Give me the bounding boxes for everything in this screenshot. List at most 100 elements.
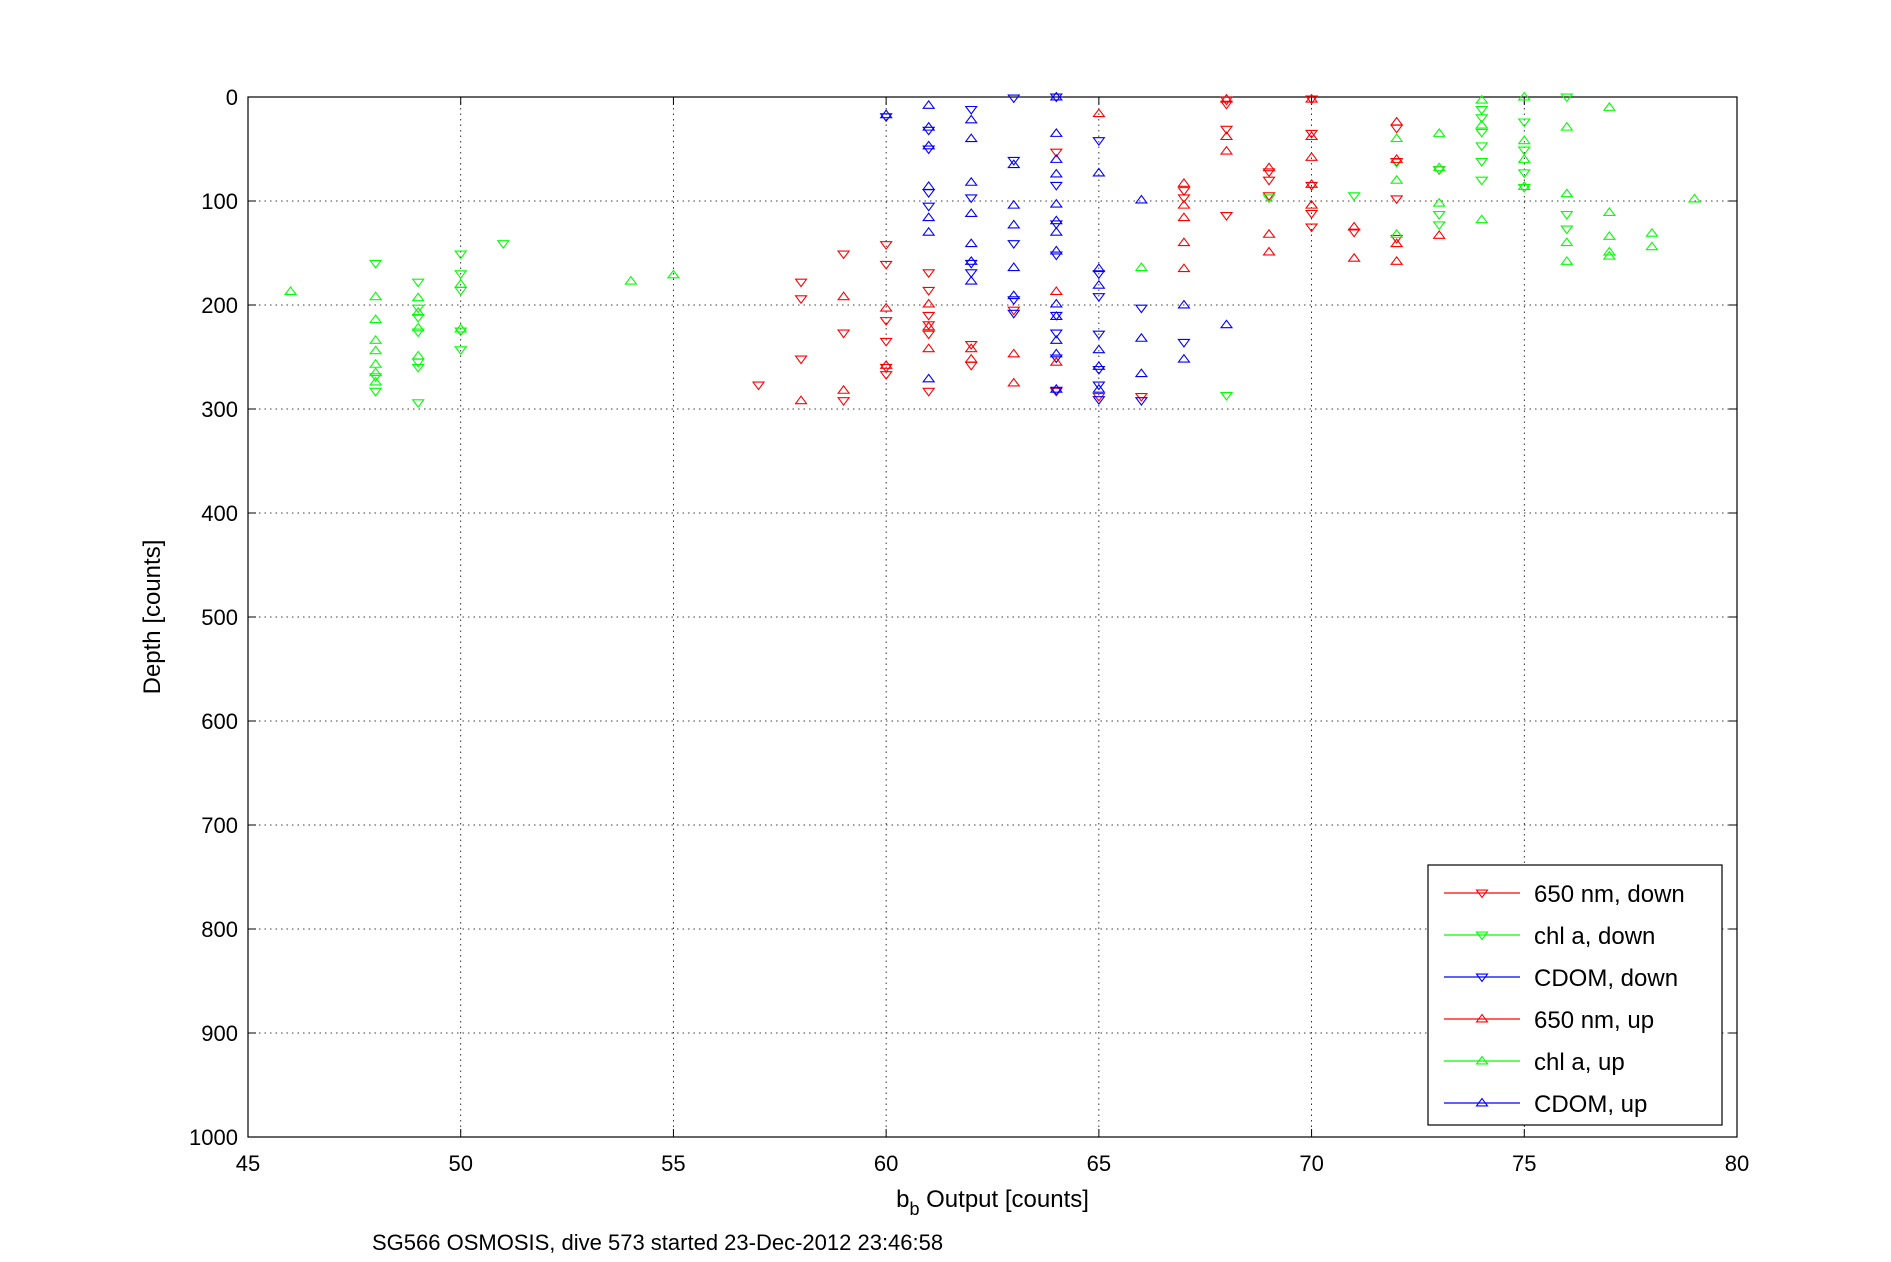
data-point xyxy=(964,340,978,350)
legend-marker xyxy=(1475,973,1489,983)
data-point xyxy=(1049,168,1063,178)
data-point xyxy=(1092,396,1106,406)
data-point xyxy=(922,99,936,109)
data-point xyxy=(1304,181,1319,191)
data-point xyxy=(879,241,893,251)
data-point xyxy=(1007,306,1021,316)
legend-label: CDOM, up xyxy=(1534,1091,1647,1118)
data-point xyxy=(794,295,808,305)
data-point xyxy=(1007,159,1021,169)
data-point xyxy=(1177,299,1191,309)
data-point xyxy=(1432,221,1446,231)
x-axis-label: bb Output [counts] xyxy=(896,1186,1089,1219)
data-point xyxy=(964,269,978,279)
data-point xyxy=(1049,226,1063,236)
data-point xyxy=(837,384,851,394)
data-point xyxy=(411,363,425,373)
figure-caption: SG566 OSMOSIS, dive 573 started 23-Dec-2… xyxy=(372,1230,943,1255)
data-point xyxy=(794,355,808,365)
data-point xyxy=(964,176,978,186)
x-tick-label: 55 xyxy=(661,1151,685,1176)
data-point xyxy=(411,313,425,323)
data-point xyxy=(1049,148,1063,158)
data-point xyxy=(1177,199,1191,209)
data-point xyxy=(964,114,978,124)
data-point xyxy=(1304,223,1319,233)
data-point xyxy=(1177,338,1191,348)
y-axis-label: Depth [counts] xyxy=(139,540,166,695)
data-point xyxy=(922,311,936,321)
data-point xyxy=(1390,159,1404,168)
x-axis-label-b: b xyxy=(896,1186,909,1213)
data-point xyxy=(1219,319,1234,329)
data-point xyxy=(1475,176,1489,186)
legend-label: 650 nm, down xyxy=(1534,881,1685,908)
data-point xyxy=(369,334,383,344)
data-point xyxy=(922,343,936,353)
data-point xyxy=(1219,96,1234,106)
data-point xyxy=(1517,169,1531,179)
data-point xyxy=(879,109,893,119)
data-point xyxy=(1049,348,1063,358)
data-point xyxy=(1134,332,1148,342)
x-tick-label: 60 xyxy=(874,1151,898,1176)
data-point xyxy=(1049,251,1063,261)
data-point xyxy=(1347,252,1361,262)
x-tick-label: 80 xyxy=(1725,1151,1749,1176)
data-point xyxy=(1304,199,1319,209)
data-point xyxy=(1432,197,1446,207)
data-point xyxy=(879,317,893,326)
data-point xyxy=(1007,156,1021,166)
data-point xyxy=(1475,105,1489,115)
data-point xyxy=(1560,225,1574,235)
data-point xyxy=(1092,137,1106,147)
data-point xyxy=(1517,118,1531,128)
data-point xyxy=(1602,250,1616,260)
data-point xyxy=(1007,377,1021,387)
data-point xyxy=(1177,187,1191,196)
data-point xyxy=(1517,181,1531,190)
legend-marker xyxy=(1475,1097,1489,1107)
data-point xyxy=(1219,391,1234,401)
data-point xyxy=(1007,94,1021,104)
data-point xyxy=(1645,227,1659,237)
data-point xyxy=(1134,304,1148,314)
data-point xyxy=(1092,360,1106,370)
data-point xyxy=(369,373,383,383)
data-point xyxy=(1049,93,1063,103)
data-point xyxy=(1134,397,1148,407)
data-point xyxy=(1560,121,1574,131)
data-point xyxy=(1049,383,1063,393)
series-5 xyxy=(879,91,1234,393)
data-point xyxy=(879,260,893,270)
x-axis-label-rest: Output [counts] xyxy=(919,1186,1088,1213)
data-point xyxy=(1390,133,1404,143)
data-point xyxy=(1432,229,1446,239)
data-point xyxy=(1304,93,1319,103)
data-point xyxy=(1304,131,1319,141)
data-point xyxy=(922,286,936,296)
data-point xyxy=(1475,119,1489,129)
data-point xyxy=(1007,290,1021,300)
data-point xyxy=(1049,220,1063,230)
data-point xyxy=(1475,214,1489,224)
data-point xyxy=(1475,128,1489,138)
data-point xyxy=(879,371,893,381)
data-point xyxy=(922,140,936,150)
data-point xyxy=(1390,174,1404,184)
data-point xyxy=(922,387,936,397)
data-point xyxy=(1007,240,1021,250)
data-point xyxy=(1049,128,1063,137)
data-point xyxy=(411,328,425,338)
data-point xyxy=(1304,95,1319,105)
data-point xyxy=(454,270,468,280)
data-point xyxy=(1092,381,1106,391)
data-point xyxy=(751,381,766,391)
data-point xyxy=(922,145,936,155)
x-tick-label: 70 xyxy=(1299,1151,1323,1176)
y-tick-label: 500 xyxy=(201,605,238,630)
data-point xyxy=(879,302,893,312)
data-point xyxy=(1517,135,1531,145)
y-tick-label: 800 xyxy=(201,917,238,942)
data-point xyxy=(1177,212,1191,222)
